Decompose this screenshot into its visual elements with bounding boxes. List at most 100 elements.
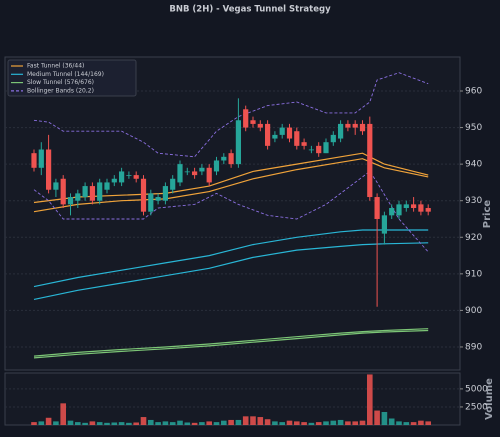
volume-bar: [257, 417, 264, 425]
y-tick-label: 920: [465, 233, 482, 243]
volume-bar: [242, 416, 249, 425]
volume-bar: [199, 422, 205, 425]
volume-bar: [359, 420, 366, 425]
y-tick-label: 890: [465, 342, 482, 352]
volume-bar: [191, 422, 198, 425]
volume-bar: [206, 421, 212, 425]
volume-bar: [38, 421, 45, 425]
volume-bar: [221, 420, 227, 425]
volume-bar: [148, 419, 154, 425]
volume-bar: [337, 419, 344, 425]
chart-title: BNB (2H) - Vegas Tunnel Strategy: [169, 5, 331, 15]
candle-body: [272, 134, 278, 139]
candle-body: [46, 149, 52, 190]
volume-bar: [323, 421, 329, 425]
candle-body: [31, 153, 37, 168]
volume-bar: [301, 422, 307, 425]
candle-body: [192, 171, 198, 176]
candle-body: [418, 204, 424, 212]
volume-bar: [374, 410, 380, 425]
volume-panel: [4, 372, 461, 426]
candle-body: [228, 153, 234, 165]
candle-body: [213, 160, 220, 172]
candle-body: [425, 208, 431, 212]
volume-bar: [89, 421, 96, 425]
candle-body: [250, 120, 256, 124]
volume-bar: [345, 421, 351, 425]
candle-body: [82, 186, 88, 198]
legend-box: [7, 59, 137, 97]
volume-bar: [367, 374, 373, 425]
volume-bar: [82, 422, 88, 425]
candle-body: [97, 182, 103, 201]
y-tick-label: 950: [465, 123, 482, 133]
candle-body: [67, 197, 74, 205]
volume-bar: [126, 422, 132, 425]
volume-bar: [213, 422, 220, 425]
y-axis-label: Price: [482, 200, 493, 229]
volume-bar: [286, 420, 293, 425]
candle-body: [396, 204, 402, 216]
volume-bar: [118, 422, 125, 425]
volume-bar: [104, 422, 110, 425]
volume-bar: [96, 422, 103, 425]
volume-bar: [279, 422, 285, 425]
candle-body: [243, 109, 249, 128]
candle-body: [140, 178, 147, 212]
indicator-line: [33, 329, 429, 359]
indicator-line: [33, 72, 429, 158]
volume-bar: [425, 421, 431, 425]
volume-bar: [60, 403, 66, 425]
volume-bar: [352, 421, 358, 425]
indicator-line: [33, 328, 429, 357]
volume-bar: [403, 422, 410, 425]
candle-body: [155, 197, 161, 201]
candle-body: [38, 149, 44, 168]
candle-body: [359, 123, 366, 132]
candle-body: [338, 123, 344, 139]
y-tick-label: 930: [465, 196, 482, 206]
volume-bar: [235, 419, 242, 425]
volume-bar: [264, 419, 271, 425]
volume-bar: [162, 421, 169, 425]
candle-body: [389, 208, 395, 216]
y-tick-label: 960: [465, 87, 482, 97]
candle-body: [170, 178, 176, 190]
volume-axis-label: Volume: [484, 378, 495, 420]
volume-bar: [272, 421, 278, 425]
volume-bar: [396, 421, 402, 425]
volume-bar: [228, 419, 234, 425]
candle-body: [148, 193, 154, 212]
volume-bar: [31, 422, 37, 425]
candle-body: [374, 197, 380, 219]
candle-body: [104, 182, 110, 190]
y-tick-label: 900: [465, 306, 482, 316]
candle-body: [206, 167, 212, 183]
candle-body: [316, 145, 322, 154]
candle-body: [162, 186, 168, 201]
volume-bar: [381, 412, 388, 425]
volume-bar: [155, 422, 161, 425]
candle-body: [301, 142, 307, 146]
candle-body: [345, 123, 351, 128]
volume-bar: [45, 417, 52, 425]
candle-body: [323, 142, 329, 154]
volume-bar: [133, 422, 139, 425]
volume-bar: [410, 422, 417, 425]
candle-body: [60, 178, 66, 205]
candle-body: [221, 156, 227, 161]
volume-bar: [294, 421, 300, 425]
candle-body: [330, 134, 336, 143]
candle-body: [75, 193, 81, 201]
candle-body: [53, 182, 59, 190]
candle-body: [352, 123, 358, 128]
candle-body: [286, 127, 293, 139]
candle-body: [184, 171, 190, 173]
y-tick-label: 910: [465, 269, 482, 279]
candle-body: [199, 167, 205, 172]
volume-bar: [177, 420, 183, 425]
candle-body: [308, 149, 314, 151]
candle-body: [403, 204, 409, 209]
volume-bar: [53, 421, 59, 425]
